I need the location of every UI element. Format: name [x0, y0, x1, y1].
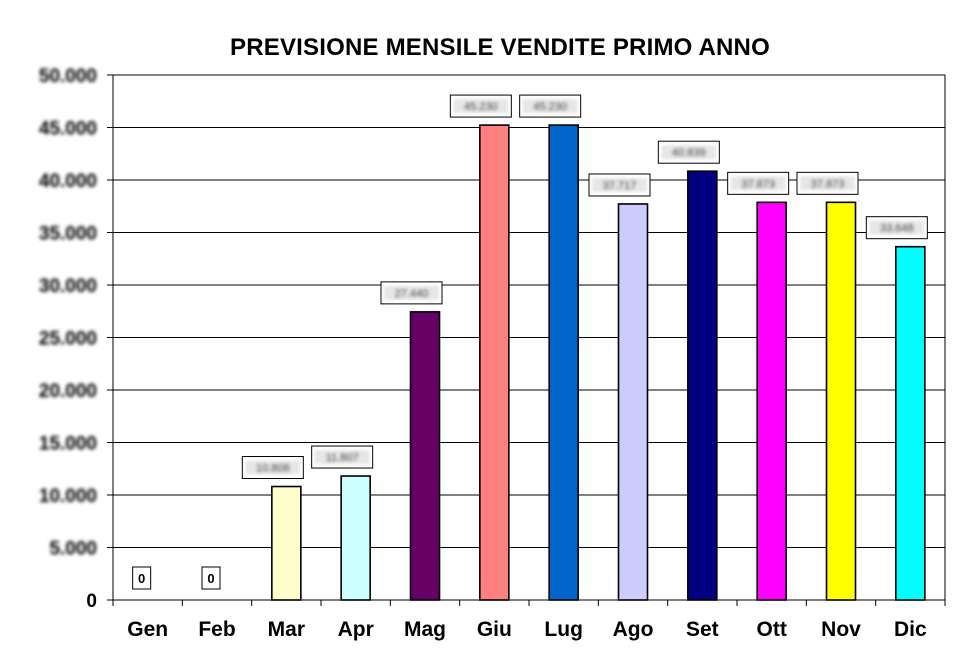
x-tick-labels: Gen Feb Mar Apr Mag Giu Lug Ago Set Ott Nov Dic — [127, 618, 927, 641]
y-tick-label: 0 — [86, 591, 97, 612]
chart-title: PREVISIONE MENSILE VENDITE PRIMO ANNO — [230, 34, 770, 61]
data-label: 11.807 — [326, 452, 359, 464]
data-label-shade — [869, 220, 925, 235]
y-tick-label: 35.000 — [39, 224, 97, 245]
data-labels: 0 0 10.808 11.807 27.440 45.230 45.230 37.717 40… — [132, 94, 928, 590]
axes — [107, 74, 946, 606]
data-label: 37.717 — [603, 180, 637, 192]
y-tick-label: 30.000 — [39, 276, 97, 297]
data-label-shade — [730, 176, 786, 191]
y-tick-label: 10.000 — [39, 486, 97, 507]
bar-lug — [548, 124, 579, 601]
bar-set — [687, 170, 718, 601]
bar-apr — [340, 475, 371, 601]
data-label-box — [132, 566, 152, 590]
y-tick-label: 50.000 — [39, 66, 97, 87]
data-label: 0 — [207, 571, 214, 586]
bar-ott — [756, 201, 787, 601]
x-tick-label: Mag — [404, 618, 446, 641]
data-label-shade — [314, 450, 370, 465]
data-label: 37.873 — [811, 178, 845, 190]
data-label: 27.440 — [395, 288, 429, 300]
bar-mag — [409, 311, 441, 601]
x-tick-label: Feb — [198, 618, 235, 641]
bar-nov — [825, 201, 857, 601]
data-label-box — [201, 566, 221, 590]
y-tick-label: 40.000 — [39, 171, 97, 192]
data-label-shade — [800, 176, 855, 191]
data-label: 45.230 — [464, 101, 498, 113]
y-tick-label: 45.000 — [39, 119, 97, 140]
x-tick-label: Set — [686, 618, 719, 641]
y-tick-label: 25.000 — [39, 329, 97, 350]
y-tick-label: 15.000 — [39, 434, 97, 455]
data-label-shade — [522, 99, 578, 114]
bar-dic — [895, 245, 926, 601]
x-tick-label: Dic — [894, 618, 927, 641]
x-tick-label: Ago — [613, 618, 654, 641]
data-label: 10.808 — [256, 463, 290, 475]
x-tick-label: Gen — [127, 618, 168, 641]
data-label: 40.839 — [672, 147, 706, 159]
x-tick-label: Apr — [338, 618, 374, 641]
data-label-shade — [661, 145, 717, 160]
y-tick-label: 5.000 — [49, 539, 97, 560]
bar-ago — [617, 203, 649, 601]
x-tick-label: Ott — [757, 618, 787, 641]
data-label-shade — [453, 99, 509, 114]
data-label: 33.648 — [880, 223, 914, 235]
y-tick-labels: 0 5.000 10.000 15.000 20.000 25.000 30.000 35.0… — [39, 66, 97, 612]
x-tick-label: Nov — [821, 618, 861, 641]
bar-mar — [271, 485, 302, 601]
data-label: 45.230 — [533, 101, 567, 113]
y-tick-label: 20.000 — [39, 381, 97, 402]
bar-giu — [479, 124, 510, 601]
data-label: 37.873 — [741, 178, 775, 190]
x-tick-label: Lug — [544, 618, 582, 641]
x-tick-label: Mar — [268, 618, 305, 641]
x-tick-label: Giu — [477, 618, 512, 641]
bars — [271, 124, 926, 601]
data-label-shade — [245, 460, 301, 475]
data-label-shade — [592, 177, 647, 192]
data-label-shade — [384, 285, 439, 300]
data-label: 0 — [138, 571, 145, 586]
gridlines — [113, 74, 945, 548]
